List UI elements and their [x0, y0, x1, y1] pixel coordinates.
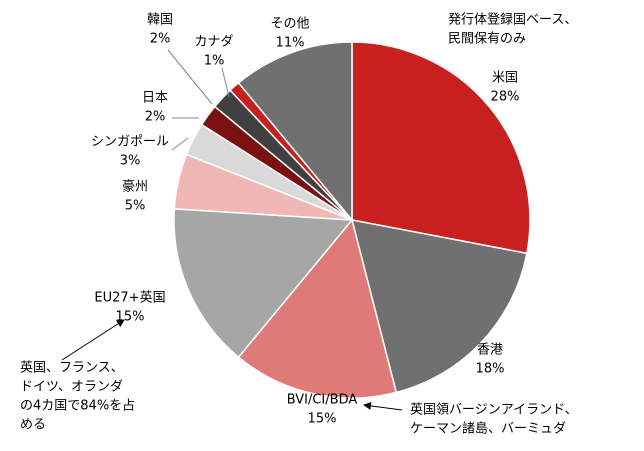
slice-value: 3%	[120, 154, 141, 169]
slice	[237, 218, 398, 399]
leaders	[167, 49, 230, 151]
slice-label: その他	[270, 17, 309, 32]
slice-value: 15%	[116, 310, 145, 325]
slice	[237, 41, 353, 223]
slice-value: 28%	[491, 90, 520, 105]
slice	[350, 219, 528, 394]
slice	[173, 208, 354, 359]
slice-value: 15%	[308, 412, 337, 427]
slice-label: 日本	[142, 91, 168, 106]
annotation: ケーマン諸島、バーミュダ	[410, 421, 566, 437]
slice-label: カナダ	[194, 35, 233, 50]
annotation: 民間保有のみ	[448, 32, 526, 47]
slice-label: 豪州	[122, 179, 148, 195]
slice-value: 2%	[145, 110, 166, 125]
annotation: ドイツ、オランダ	[20, 380, 123, 395]
slice-label: シンガポール	[91, 135, 169, 150]
annotation: める	[20, 418, 46, 433]
slice-value: 18%	[476, 362, 505, 377]
slice-value: 1%	[204, 54, 225, 69]
slice-value: 5%	[125, 199, 146, 214]
annotation: の4カ国で84%を占	[20, 399, 135, 414]
slice-label: 米国	[492, 71, 518, 86]
arrow	[363, 401, 403, 411]
slice-value: 11%	[276, 36, 305, 51]
slice-value: 2%	[150, 32, 171, 47]
slice-label: 香港	[477, 343, 503, 358]
slice-label: EU27+英国	[94, 291, 165, 306]
annotation: 英国、フランス、	[20, 361, 124, 376]
annotation: 発行体登録国ベース、	[448, 13, 577, 28]
slice-label: 韓国	[147, 13, 173, 28]
arrow	[61, 319, 125, 361]
annotation: 英国領バージンアイランド、	[410, 402, 578, 418]
slice-label: BVI/CI/BDA	[287, 393, 358, 408]
slice	[351, 41, 531, 255]
